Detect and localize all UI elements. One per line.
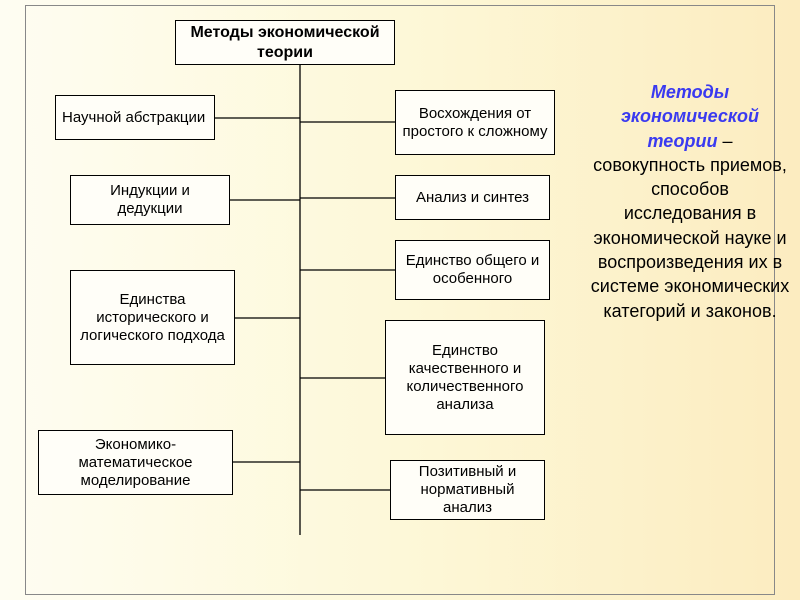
left-node-1: Индукции и дедукции [70, 175, 230, 225]
sidebar-definition: Методы экономической теории – совокупнос… [590, 80, 790, 323]
left-node-3: Экономико-математическое моделирование [38, 430, 233, 495]
right-node-1-label: Анализ и синтез [416, 189, 529, 207]
left-node-0: Научной абстракции [55, 95, 215, 140]
title-box: Методы экономической теории [175, 20, 395, 65]
right-node-2: Единство общего и особенного [395, 240, 550, 300]
right-node-3: Единство качественного и количественного… [385, 320, 545, 435]
right-node-0-label: Восхождения от простого к сложному [402, 105, 548, 141]
right-node-0: Восхождения от простого к сложному [395, 90, 555, 155]
left-node-2-label: Единства исторического и логического под… [77, 291, 228, 345]
right-node-3-label: Единство качественного и количественного… [392, 342, 538, 414]
right-node-2-label: Единство общего и особенного [402, 252, 543, 288]
sidebar-term: Методы экономической теории [621, 82, 759, 151]
left-node-1-label: Индукции и дедукции [77, 182, 223, 218]
left-node-3-label: Экономико-математическое моделирование [45, 436, 226, 490]
right-node-1: Анализ и синтез [395, 175, 550, 220]
left-node-2: Единства исторического и логического под… [70, 270, 235, 365]
right-node-4-label: Позитивный и нормативный анализ [397, 463, 538, 517]
left-node-0-label: Научной абстракции [62, 109, 205, 127]
right-node-4: Позитивный и нормативный анализ [390, 460, 545, 520]
sidebar-body: – совокупность приемов, способов исследо… [591, 131, 789, 321]
title-box-label: Методы экономической теории [182, 23, 388, 61]
